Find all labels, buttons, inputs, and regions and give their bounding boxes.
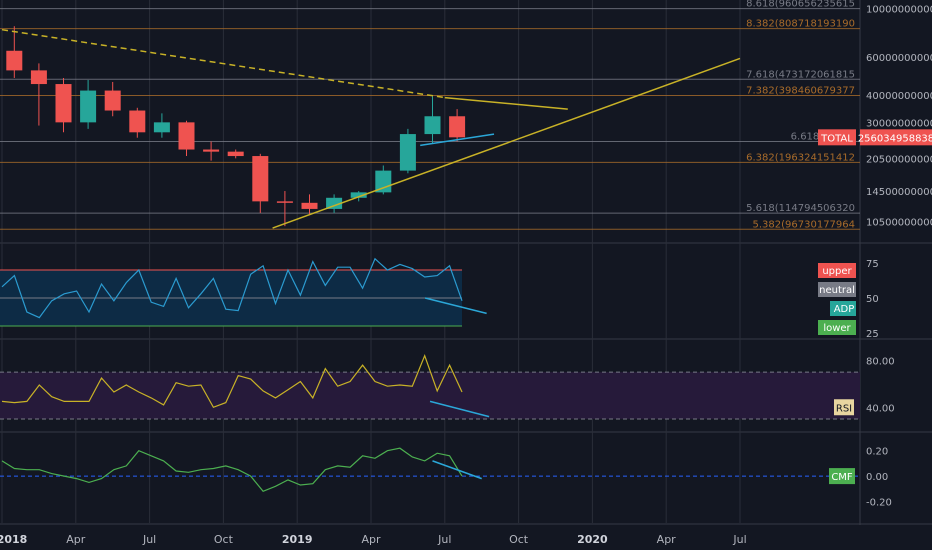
- fib-level-label: 5.618(114794506320: [746, 203, 855, 214]
- candle-body: [350, 192, 367, 198]
- candle-body: [6, 50, 23, 71]
- adp-legend-tag: [818, 282, 856, 297]
- rsi-band: [0, 372, 860, 419]
- time-tick-label: Jul: [142, 533, 156, 546]
- rsi-series-line: [1, 354, 463, 409]
- candle-body: [129, 110, 146, 133]
- candle-body: [326, 197, 343, 209]
- candle-body: [203, 149, 220, 152]
- candle-body: [375, 170, 392, 193]
- adp-legend-tag: [818, 320, 856, 335]
- adp-legend-tag: [830, 301, 856, 316]
- time-tick-label: 2018: [0, 533, 27, 546]
- time-tick-label: Oct: [214, 533, 234, 546]
- trendline: [1, 28, 445, 99]
- total-tag-label: TOTAL: [820, 133, 853, 144]
- adp-series-line: [1, 257, 463, 319]
- price-tick-label: 400000000000: [866, 91, 932, 102]
- rsi-tick-label: 80.00: [866, 356, 895, 367]
- price-tick-label: 205000000000: [866, 154, 932, 165]
- fib-level-label: 7.618(473172061815: [746, 69, 855, 80]
- cmf-legend-tag: [829, 468, 855, 485]
- time-tick-label: Jul: [437, 533, 451, 546]
- fib-level-label: 7.382(398460679377: [746, 86, 855, 97]
- fib-level-label: 8.618(960656235615: [746, 0, 855, 10]
- time-tick-label: Apr: [657, 533, 677, 546]
- candle-body: [252, 156, 269, 202]
- time-tick-label: 2020: [577, 533, 608, 546]
- rsi-tick-label: 40.00: [866, 403, 895, 414]
- candle-body: [30, 70, 47, 85]
- candle-body: [153, 122, 170, 133]
- adp-legend-tag: [818, 263, 856, 278]
- total-value-label: 256034958838: [858, 133, 932, 144]
- rsi-legend-label: RSI: [836, 403, 852, 414]
- cmf-tick-label: -0.20: [866, 497, 892, 508]
- trendline: [420, 133, 495, 147]
- adp-tick-label: 50: [866, 294, 879, 305]
- time-tick-label: Apr: [361, 533, 381, 546]
- time-tick-label: 2019: [282, 533, 313, 546]
- cmf-divergence-line: [432, 460, 482, 480]
- adp-legend-label: ADP: [834, 304, 855, 315]
- price-tick-label: 105000000000: [866, 218, 932, 229]
- cmf-series-line: [1, 447, 463, 493]
- price-tick-label: 145000000000: [866, 187, 932, 198]
- total-value-background: [860, 129, 932, 146]
- candle-body: [276, 201, 293, 203]
- candle-body: [449, 116, 466, 138]
- adp-legend-label: upper: [822, 266, 852, 277]
- candle-body: [424, 116, 441, 135]
- candle-body: [399, 134, 416, 171]
- time-tick-label: Oct: [509, 533, 529, 546]
- adp-tick-label: 25: [866, 329, 879, 340]
- price-tick-label: 1000000000000: [866, 5, 932, 16]
- adp-divergence-line: [424, 297, 487, 315]
- price-tick-label: 600000000000: [866, 53, 932, 64]
- fib-level-label: 8.382(808718193190: [746, 19, 855, 30]
- trendline: [444, 96, 568, 110]
- candle-body: [55, 84, 72, 123]
- trendline: [272, 57, 741, 229]
- rsi-divergence-line: [429, 400, 490, 418]
- candle-body: [104, 90, 121, 111]
- fib-level-label: 6.382(196324151412: [746, 152, 855, 163]
- candle-body: [301, 202, 318, 209]
- candle-body: [227, 151, 244, 157]
- fib-level-label: 5.382(96730177964: [752, 219, 855, 230]
- candle-body: [80, 90, 97, 123]
- adp-legend-label: lower: [823, 323, 851, 334]
- total-tag-background: [818, 129, 856, 146]
- price-tick-label: 300000000000: [866, 118, 932, 129]
- cmf-tick-label: 0.20: [866, 447, 888, 458]
- cmf-tick-label: 0.00: [866, 472, 888, 483]
- adp-legend-label: neutral: [819, 285, 855, 296]
- time-tick-label: Apr: [66, 533, 86, 546]
- cmf-legend-label: CMF: [831, 472, 853, 483]
- candle-body: [178, 122, 195, 150]
- adp-tick-label: 75: [866, 259, 879, 270]
- rsi-legend-tag: [834, 399, 854, 416]
- time-tick-label: Jul: [732, 533, 746, 546]
- time-axis-background: [0, 525, 932, 550]
